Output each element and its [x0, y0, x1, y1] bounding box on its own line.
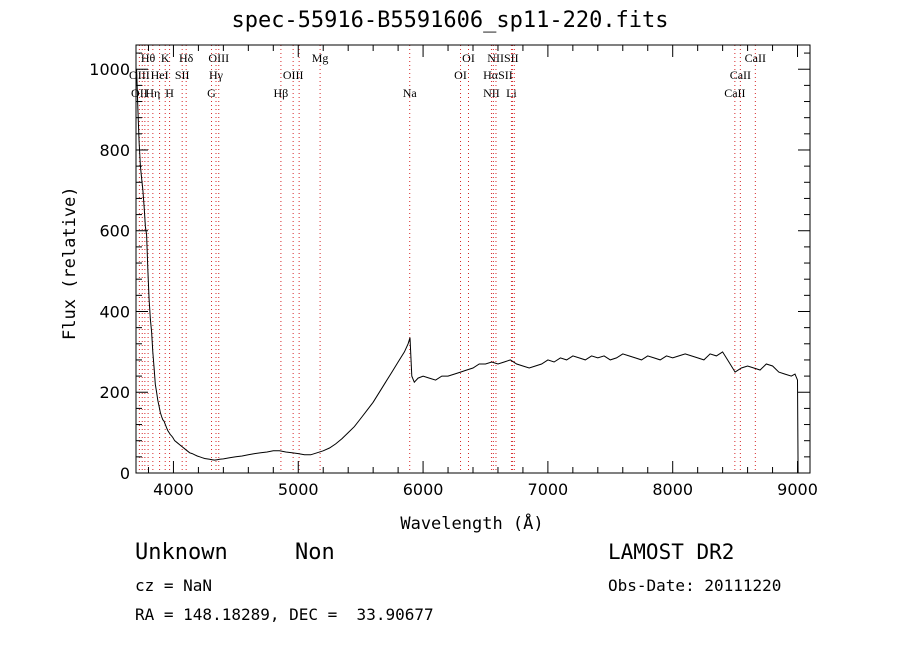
x-tick-label: 9000: [777, 480, 818, 499]
x-axis-label: Wavelength (Å): [400, 512, 543, 534]
spectral-line-label: Hδ: [179, 51, 194, 65]
x-tick-label: 7000: [528, 480, 569, 499]
x-tick-label: 4000: [153, 480, 194, 499]
redshift-cz: cz = NaN: [135, 576, 213, 595]
observation-date: Obs-Date: 20111220: [608, 576, 782, 595]
y-tick-label: 1000: [89, 60, 130, 79]
spectral-line-label: NIISII: [487, 51, 518, 65]
spectral-line-label: Hβ: [274, 86, 289, 100]
axes-frame: 4000 5000 6000 7000 8000 9000 0 200 400 600 800 100…: [89, 44, 818, 499]
y-tick-label: 200: [99, 383, 130, 402]
spectral-line-label: Mg: [312, 51, 329, 65]
y-tick-label: 0: [120, 464, 130, 483]
spectral-line-label: Li: [506, 86, 517, 100]
spectral-line-label: Hη: [145, 86, 160, 100]
spectral-line-label: OI: [454, 68, 467, 82]
spectral-line-markers: [138, 45, 756, 473]
spectral-line-label: H: [165, 86, 174, 100]
spectral-line-label: Hθ: [141, 51, 156, 65]
ra-dec-coordinates: RA = 148.18289, DEC = 33.90677: [135, 605, 434, 624]
spectral-line-label: OI: [462, 51, 475, 65]
spectral-line-label: SII: [175, 68, 190, 82]
spectral-line-label: CaII: [724, 86, 745, 100]
chart-title: spec-55916-B5591606_sp11-220.fits: [231, 8, 669, 33]
spectral-line-label: OIII: [208, 51, 229, 65]
spectral-line-label: G: [207, 86, 216, 100]
x-tick-label: 6000: [403, 480, 444, 499]
spectral-line-label: CaII: [745, 51, 766, 65]
spectral-line-label: OII: [131, 86, 148, 100]
spectral-line-label: Na: [403, 86, 418, 100]
spectral-line-label: CaII: [730, 68, 751, 82]
x-tick-label: 5000: [278, 480, 319, 499]
survey-name: LAMOST DR2: [608, 540, 735, 564]
flux-series-line: [136, 69, 799, 474]
y-tick-label: 800: [99, 141, 130, 160]
x-tick-label: 8000: [652, 480, 693, 499]
spectral-line-label: HαSII: [483, 68, 513, 82]
spectral-line-label: Hγ: [209, 68, 224, 82]
plot-frame: [135, 44, 811, 474]
spectral-line-label: OIII: [283, 68, 304, 82]
spectral-line-label: K: [161, 51, 170, 65]
spectral-line-label: NII: [483, 86, 500, 100]
spectral-line-label: HeI: [151, 68, 169, 82]
y-tick-label: 400: [99, 302, 130, 321]
spectral-class: Unknown: [135, 540, 228, 565]
spectral-subclass: Non: [295, 540, 335, 565]
spectral-line-label: OIII: [129, 68, 150, 82]
y-tick-label: 600: [99, 222, 130, 241]
